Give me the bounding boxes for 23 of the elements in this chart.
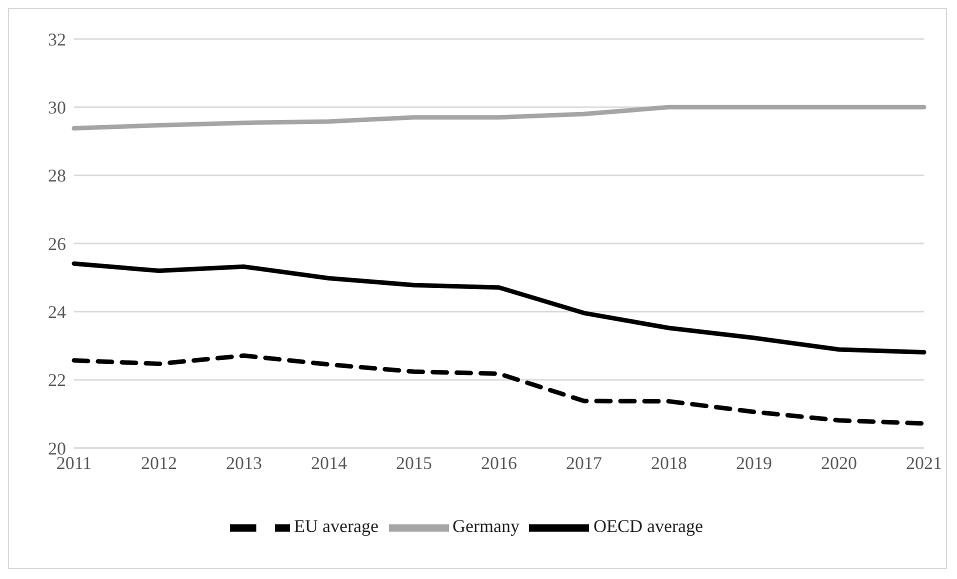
x-tick-label: 2014 — [311, 452, 347, 473]
legend-label: Germany — [452, 516, 520, 536]
x-tick-label: 2018 — [651, 452, 687, 473]
line-series — [72, 353, 926, 426]
y-tick-label: 28 — [48, 166, 66, 186]
y-tick-label: 20 — [48, 438, 66, 458]
y-tick-label: 26 — [48, 234, 66, 254]
x-tick-label: 2019 — [736, 452, 772, 473]
y-tick-label: 32 — [48, 29, 66, 50]
legend-label: OECD average — [593, 516, 703, 536]
line-series — [72, 261, 926, 354]
y-tick-label: 22 — [48, 370, 66, 390]
x-tick-label: 2013 — [226, 452, 262, 473]
x-tick-label: 2020 — [821, 452, 857, 473]
x-tick-label: 2015 — [396, 452, 432, 473]
line-series — [72, 104, 926, 131]
x-tick-label: 2016 — [481, 452, 517, 473]
y-tick-label: 24 — [48, 302, 66, 322]
x-tick-label: 2017 — [566, 452, 602, 473]
x-tick-label: 2021 — [906, 452, 942, 473]
legend-label: EU average — [294, 516, 378, 536]
x-tick-label: 2012 — [141, 452, 177, 473]
y-tick-label: 30 — [48, 98, 66, 118]
